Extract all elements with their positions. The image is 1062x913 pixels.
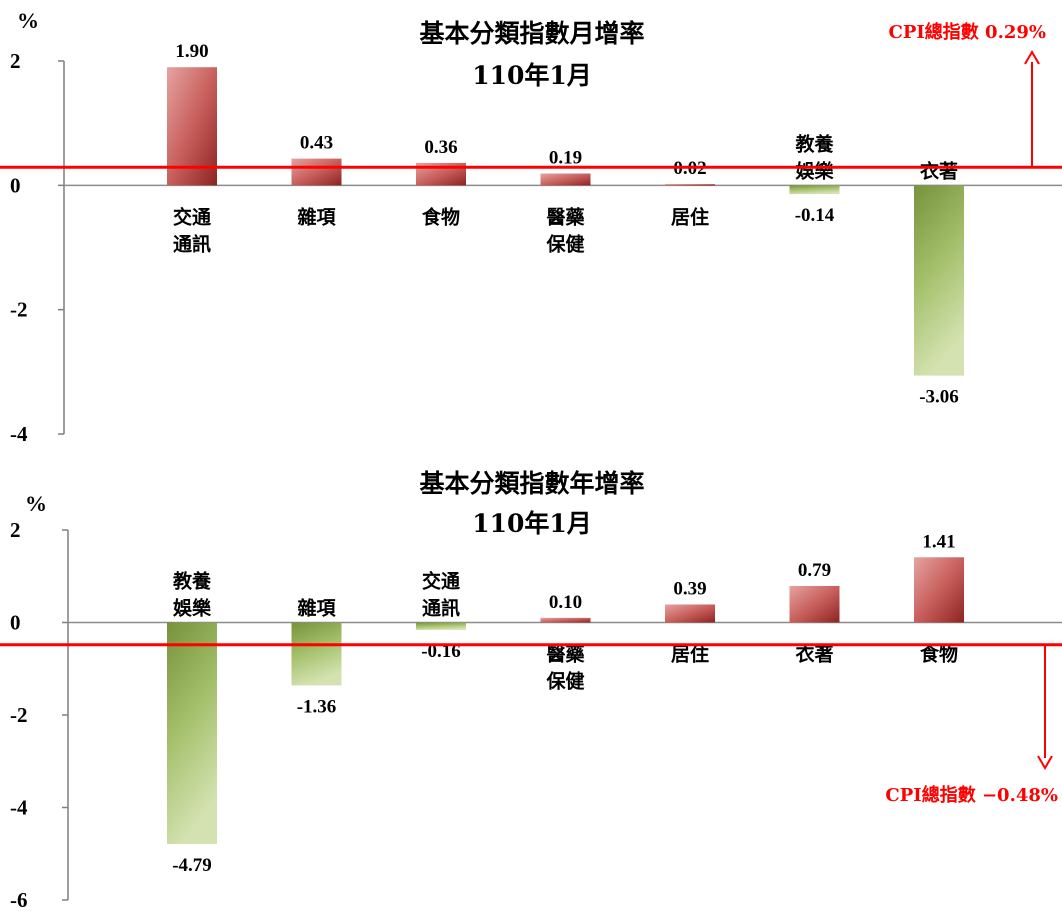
cpi-label: CPI總指數 −0.48%	[885, 784, 1058, 806]
category-label: 交通	[173, 205, 212, 228]
y-axis-unit: %	[17, 8, 39, 33]
category-label: 保健	[545, 670, 584, 693]
chart-subtitle: 110年1月	[472, 509, 592, 538]
y-axis-unit: %	[25, 491, 47, 516]
value-label: 1.41	[922, 531, 955, 552]
value-label: -0.14	[795, 205, 835, 226]
bar	[167, 622, 217, 845]
bar	[540, 173, 591, 186]
category-label: 保健	[545, 232, 584, 255]
bar	[416, 622, 466, 630]
y-tick-label: -2	[10, 703, 28, 727]
y-tick-label: 2	[10, 518, 21, 542]
bar	[291, 622, 342, 686]
value-label: 0.10	[549, 592, 582, 613]
value-label: 0.19	[549, 148, 582, 169]
category-label: 雜項	[297, 205, 336, 228]
y-tick-label: 2	[10, 49, 21, 73]
y-tick-label: -6	[10, 888, 28, 912]
bar	[167, 67, 217, 186]
value-label: 0.43	[300, 133, 333, 154]
value-labels: -4.79-1.36-0.160.100.390.791.41	[172, 531, 955, 876]
value-label: 0.79	[798, 560, 831, 581]
category-label: 雜項	[297, 597, 336, 620]
category-label: 教養	[795, 132, 834, 155]
category-label: 醫藥	[546, 644, 585, 666]
cpi-reference: CPI總指數 0.29%	[0, 21, 1062, 169]
category-label: 通訊	[422, 597, 460, 620]
chart-subtitle: 110年1月	[472, 61, 592, 90]
category-label: 衣著	[920, 159, 958, 182]
category-label: 醫藥	[546, 206, 585, 228]
y-tick-label: -2	[10, 298, 28, 322]
value-label: -3.06	[919, 387, 959, 408]
y-tick-label: -4	[10, 796, 28, 820]
chart-title: 基本分類指數月增率	[419, 19, 644, 48]
category-label: 交通	[422, 570, 461, 593]
category-label: 娛樂	[172, 597, 212, 620]
category-label: 居住	[671, 643, 709, 666]
value-labels: 1.900.430.360.190.02-0.14-3.06	[175, 41, 958, 407]
bar	[789, 185, 840, 195]
cpi-label: CPI總指數 0.29%	[889, 21, 1047, 43]
y-axis: 2 0 -2 -4	[10, 49, 1062, 446]
value-label: 0.39	[673, 578, 706, 599]
value-label: -4.79	[172, 855, 212, 876]
bar	[914, 185, 964, 376]
category-label: 食物	[920, 643, 958, 666]
cpi-arrow-head-icon	[1037, 755, 1053, 770]
bar-series	[167, 67, 964, 376]
annual-rate-chart: % 基本分類指數年增率 110年1月 20-2-4-6 -4.79-1.36-0…	[0, 469, 1062, 912]
bar	[540, 617, 591, 623]
category-label: 娛樂	[794, 159, 834, 182]
y-tick-label: 0	[10, 173, 21, 197]
bar	[291, 158, 342, 186]
y-tick-label: -4	[10, 422, 28, 446]
chart-title: 基本分類指數年增率	[419, 469, 644, 498]
value-label: 1.90	[175, 41, 208, 62]
value-label: 0.36	[424, 137, 457, 158]
category-label: 衣著	[795, 643, 833, 666]
cpi-arrow-head-icon	[1024, 50, 1040, 65]
category-label: 教養	[173, 570, 212, 593]
category-label: 食物	[422, 205, 460, 228]
y-tick-label: 0	[10, 611, 21, 635]
category-label: 通訊	[173, 232, 211, 255]
bar	[665, 184, 715, 186]
bar	[914, 557, 964, 623]
monthly-rate-chart: % 基本分類指數月增率 110年1月 2 0 -2 -4 1.90 0.43 0.36 0.…	[0, 8, 1062, 446]
cpi-reference: CPI總指數 −0.48%	[0, 643, 1062, 806]
bar-series	[167, 557, 964, 845]
value-label: -1.36	[297, 696, 337, 717]
category-label: 居住	[671, 205, 709, 228]
bar	[665, 604, 715, 623]
bar	[789, 585, 840, 623]
